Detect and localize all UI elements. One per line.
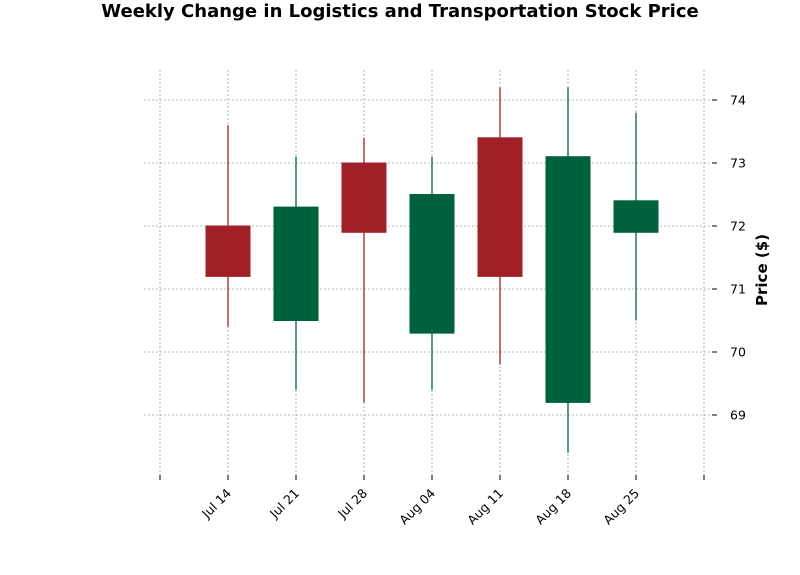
y-tick-label: 74: [730, 93, 746, 108]
y-axis-label: Price ($): [753, 234, 771, 306]
candle: [341, 137, 387, 403]
x-tick-label: Jul 14: [198, 485, 234, 521]
candle: [273, 156, 319, 390]
x-tick-label: Aug 11: [464, 486, 506, 528]
candle: [409, 156, 455, 390]
x-tick-label: Jul 21: [266, 486, 302, 522]
candle: [205, 125, 251, 327]
candle: [477, 87, 523, 365]
x-tick-label: Aug 18: [532, 485, 574, 527]
candle-body-up: [613, 200, 659, 233]
y-tick-label: 69: [730, 408, 746, 423]
y-tick-label: 71: [730, 282, 746, 297]
candle-body-up: [273, 206, 319, 322]
y-tick-label: 72: [730, 219, 746, 234]
candle-body-down: [205, 225, 251, 277]
y-tick-label: 70: [730, 345, 746, 360]
x-tick-label: Aug 25: [600, 486, 642, 528]
chart-title: Weekly Change in Logistics and Transport…: [101, 1, 698, 22]
x-tick-label: Aug 04: [396, 485, 438, 527]
candle: [613, 112, 659, 321]
candle: [545, 87, 591, 453]
y-tick-label: 73: [730, 156, 746, 171]
x-tick-label: Jul 28: [334, 485, 370, 521]
candle-body-up: [409, 194, 455, 334]
candle-body-down: [477, 137, 523, 277]
candle-body-down: [341, 162, 387, 233]
candle-body-up: [545, 156, 591, 403]
candles: [205, 87, 659, 453]
